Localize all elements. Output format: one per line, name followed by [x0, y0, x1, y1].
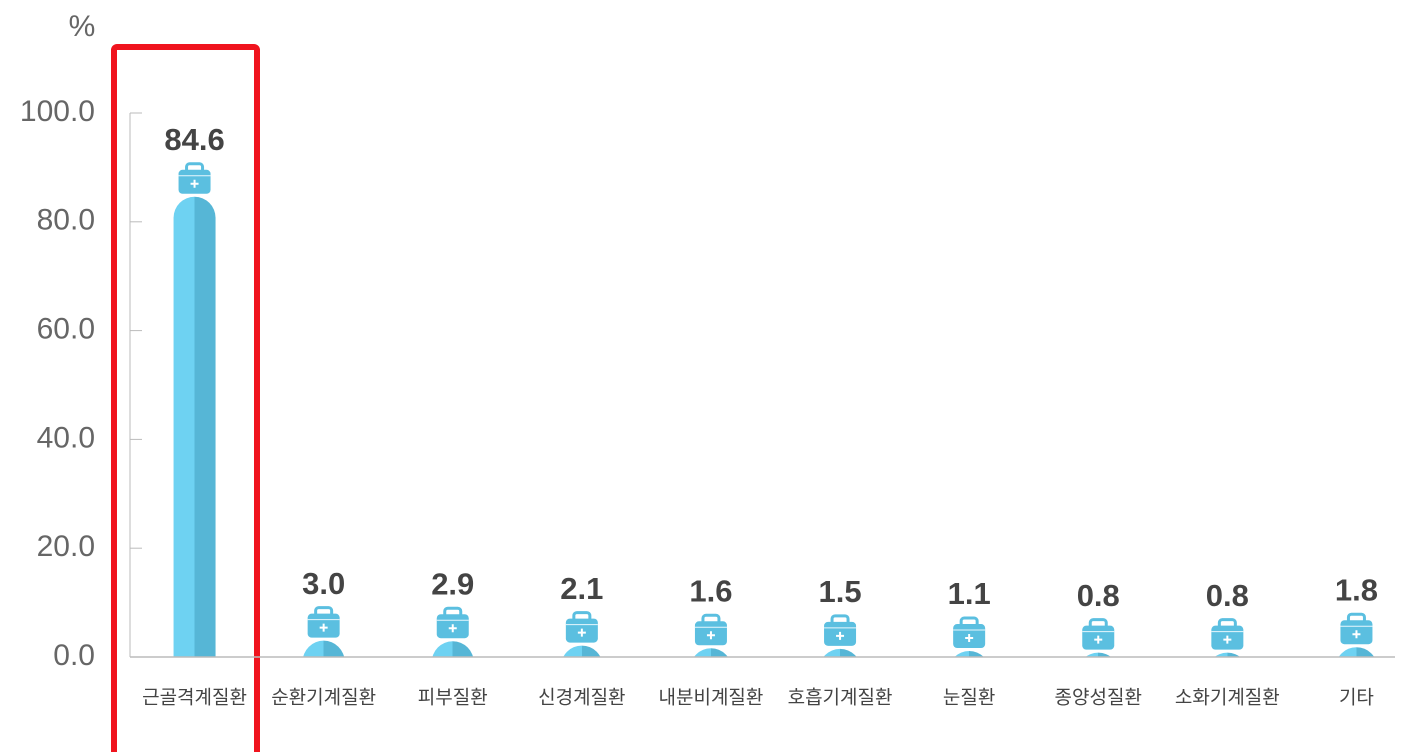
y-axis-unit: % [69, 10, 96, 43]
kit-cross [1223, 635, 1232, 644]
bar [1085, 652, 1112, 657]
bar [1338, 647, 1375, 657]
x-tick-label: 근골격계질환 [142, 687, 247, 709]
y-tick-label: 0.0 [53, 639, 95, 672]
bar [563, 645, 601, 657]
kit-icon [953, 616, 986, 649]
value-label: 1.1 [948, 576, 991, 611]
kit-icon [565, 611, 598, 643]
x-tick-label: 내분비계질환 [659, 687, 764, 709]
x-tick-label: 눈질환 [943, 687, 995, 709]
highlight-box [111, 44, 260, 752]
kit-icon [1082, 618, 1115, 650]
bar [823, 648, 857, 657]
value-label: 2.9 [431, 566, 474, 601]
bar [432, 641, 474, 657]
x-tick-label: 순환기계질환 [271, 687, 376, 709]
kit-icon [1340, 612, 1373, 645]
value-label: 0.8 [1077, 578, 1120, 613]
kit-icon [824, 614, 857, 646]
kit-icon [694, 613, 727, 646]
kit-cross [448, 624, 457, 633]
value-label: 1.5 [818, 574, 861, 609]
kit-cross [836, 631, 845, 640]
y-tick-label: 100.0 [20, 95, 95, 128]
kit-icon [436, 606, 469, 639]
bar [1214, 652, 1241, 657]
y-tick-label: 80.0 [37, 204, 95, 237]
value-label: 2.1 [560, 571, 603, 606]
y-tick-label: 20.0 [37, 530, 95, 563]
value-label: 0.8 [1206, 578, 1249, 613]
x-tick-label: 종양성질환 [1055, 687, 1142, 709]
value-label: 1.6 [689, 573, 732, 608]
x-tick-label: 소화기계질환 [1175, 687, 1280, 709]
kit-icon [178, 162, 211, 194]
kit-cross [319, 623, 328, 632]
x-tick-label: 기타 [1339, 687, 1374, 709]
kit-cross [706, 631, 715, 640]
kit-cross [1094, 635, 1103, 644]
kit-cross [190, 179, 199, 188]
value-label: 84.6 [164, 122, 224, 157]
value-label: 1.8 [1335, 572, 1378, 607]
kit-cross [965, 634, 974, 643]
kit-icon [1211, 618, 1244, 650]
bar [303, 640, 345, 657]
bar [693, 648, 728, 657]
x-tick-label: 호흡기계질환 [788, 687, 893, 709]
x-tick-label: 피부질환 [418, 687, 488, 709]
y-tick-label: 40.0 [37, 421, 95, 454]
bar [954, 651, 984, 657]
x-tick-label: 신경계질환 [538, 687, 625, 709]
kit-icon [307, 606, 340, 638]
bar [173, 196, 216, 657]
kit-cross [577, 628, 586, 637]
value-label: 3.0 [302, 566, 345, 601]
kit-cross [1352, 630, 1361, 639]
y-tick-label: 60.0 [37, 313, 95, 346]
